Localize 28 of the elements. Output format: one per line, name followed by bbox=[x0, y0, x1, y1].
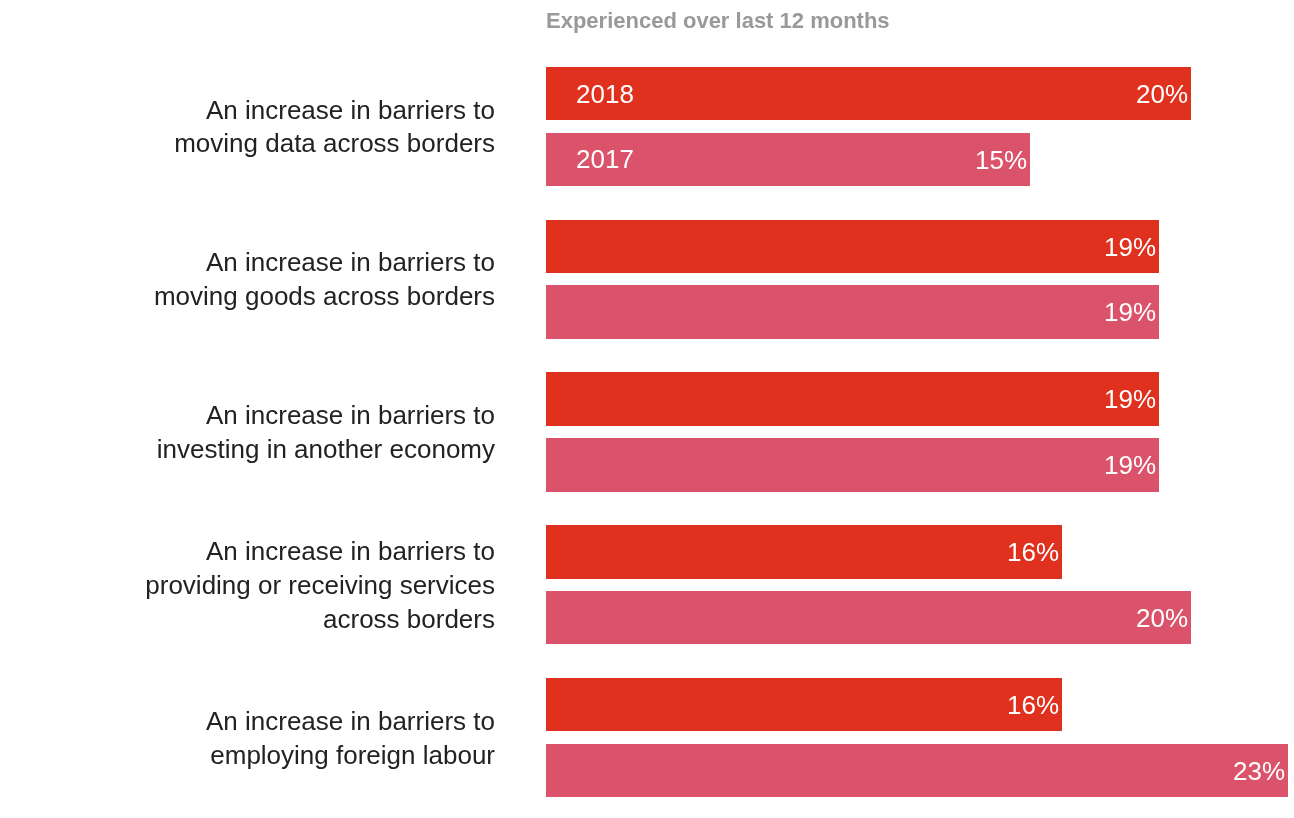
data-label: 16% bbox=[1006, 537, 1059, 567]
bar bbox=[546, 591, 1191, 644]
data-label: 16% bbox=[1006, 689, 1059, 720]
y-tick-label: An increase in barriers to employing foreign labour bbox=[205, 705, 496, 770]
data-label: 23% bbox=[1232, 755, 1285, 786]
y-tick-label: An increase in barriers to moving goods across borders bbox=[153, 247, 495, 312]
data-label: 19% bbox=[1103, 231, 1156, 262]
data-label: 19% bbox=[1103, 450, 1156, 480]
bar bbox=[546, 744, 1288, 797]
bar bbox=[546, 220, 1159, 273]
bar bbox=[546, 133, 1030, 186]
y-tick-label: An increase in barriers to investing in another economy bbox=[156, 400, 495, 464]
series-label: 2018 bbox=[576, 79, 634, 109]
bar bbox=[546, 525, 1062, 579]
chart-title: Experienced over last 12 months bbox=[546, 7, 890, 33]
bar bbox=[546, 678, 1062, 731]
bar bbox=[546, 372, 1159, 426]
bar bbox=[546, 67, 1191, 120]
data-label: 20% bbox=[1135, 78, 1188, 109]
data-label: 20% bbox=[1135, 602, 1188, 633]
series-label: 2017 bbox=[576, 144, 634, 174]
data-label: 15% bbox=[974, 144, 1027, 175]
bar bbox=[546, 285, 1159, 339]
y-tick-label: An increase in barriers to moving data across borders bbox=[174, 94, 495, 159]
data-label: 19% bbox=[1103, 384, 1156, 414]
data-label: 19% bbox=[1103, 297, 1156, 327]
y-tick-label: An increase in barriers to providing or receiving services across borders bbox=[145, 536, 495, 634]
bar bbox=[546, 438, 1159, 492]
